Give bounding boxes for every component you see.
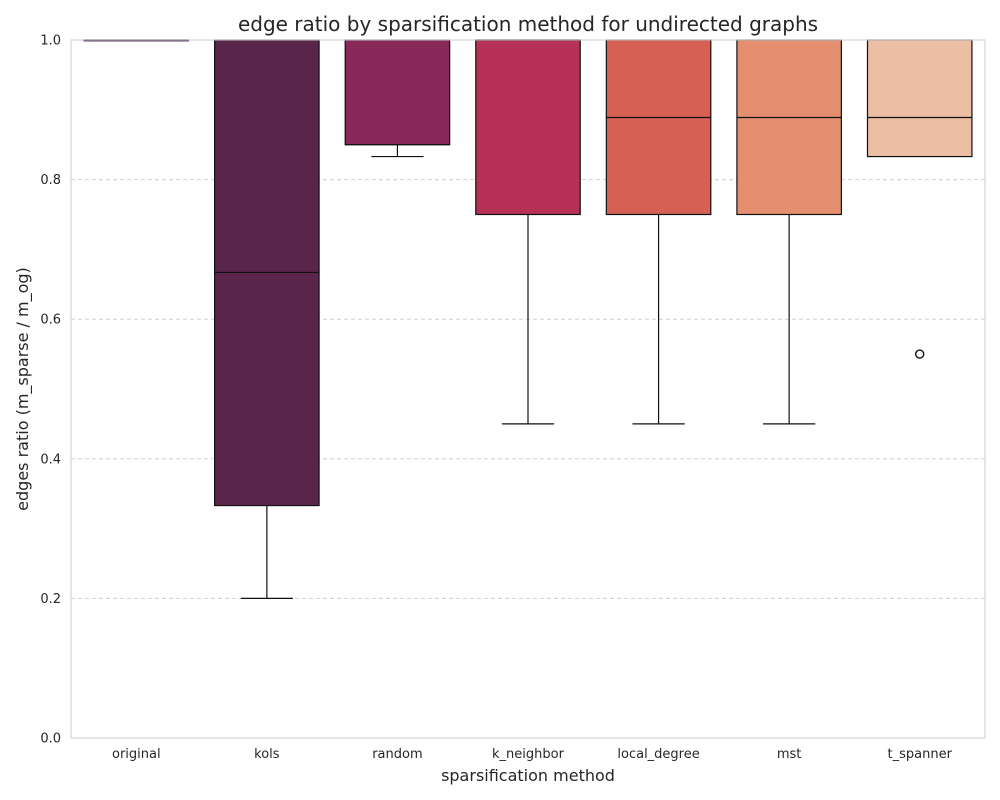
tick-layer: 0.0 0.2 0.4 0.6 0.8 1.0 original kols random k_ne…: [40, 34, 952, 763]
box-layer: [83, 39, 973, 600]
iqr-box: [866, 39, 973, 158]
y-tick-label: 0.0: [40, 732, 61, 747]
outlier-point: [915, 349, 925, 359]
y-tick-label: 0.2: [40, 592, 61, 607]
x-tick-label: k_neighbor: [492, 747, 565, 762]
box-kols: [214, 39, 320, 600]
x-axis-label: sparsification method: [441, 766, 615, 785]
x-tick-label: original: [112, 747, 161, 762]
y-axis-label: edges ratio (m_sparse / m_og): [13, 267, 33, 511]
x-tick-label: kols: [254, 747, 280, 762]
box-mst: [736, 39, 842, 425]
x-tick-label: random: [372, 747, 422, 762]
iqr-box: [344, 39, 451, 146]
iqr-box: [605, 39, 712, 216]
box-local_degree: [605, 39, 712, 425]
iqr-box: [736, 39, 842, 216]
box-k_neighbor: [475, 39, 581, 425]
plot-frame: [70, 39, 986, 739]
chart-title: edge ratio by sparsification method for …: [238, 12, 818, 36]
x-tick-label: t_spanner: [888, 747, 953, 762]
x-tick-label: local_degree: [617, 747, 699, 762]
y-tick-label: 1.0: [40, 34, 61, 49]
x-tick-label: mst: [777, 747, 802, 762]
y-tick-label: 0.8: [40, 173, 61, 188]
box-random: [344, 39, 451, 158]
iqr-box: [475, 39, 581, 216]
y-tick-label: 0.6: [40, 313, 61, 328]
y-tick-label: 0.4: [40, 452, 61, 467]
box-t_spanner: [866, 39, 973, 359]
